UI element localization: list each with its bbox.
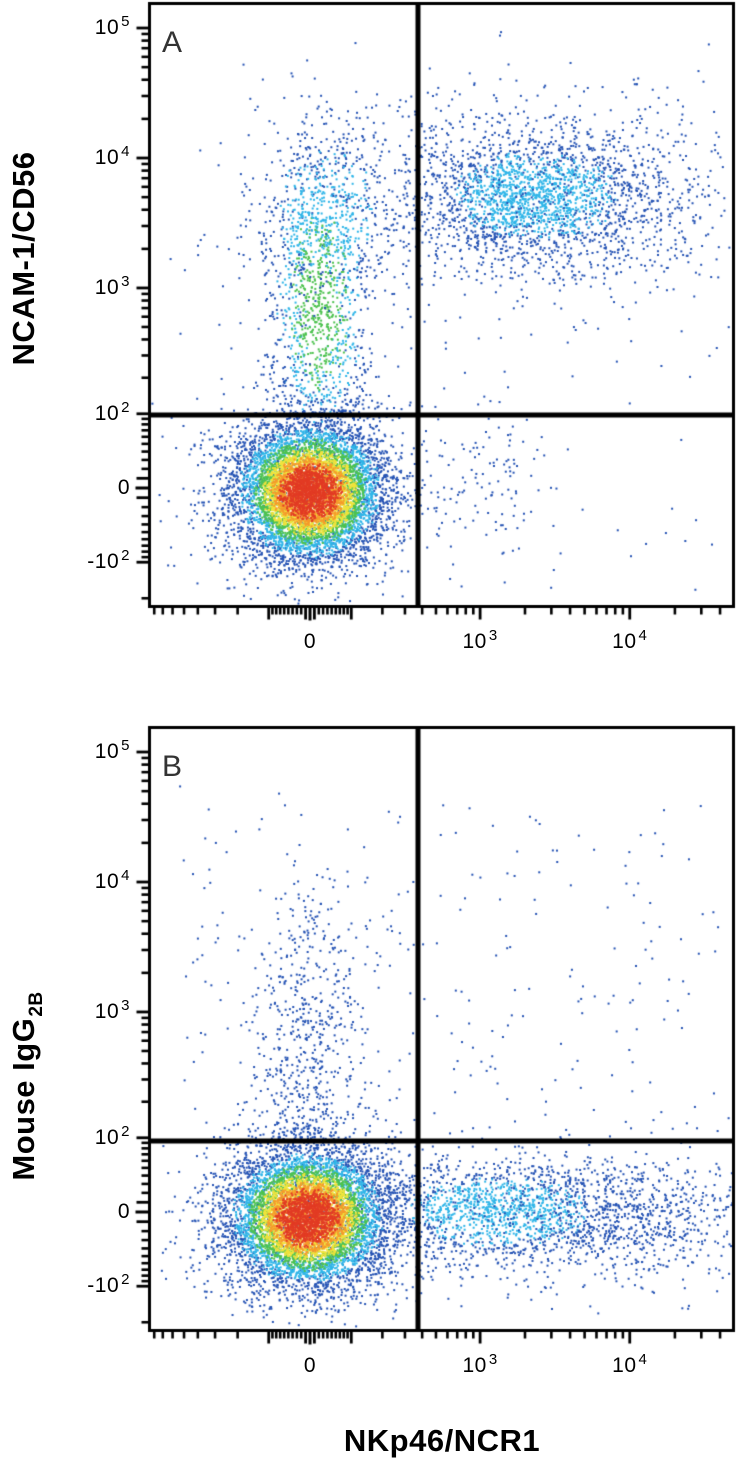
panel-a: 10 5 10 4 10 3 10 2 0 -10 2 0 10 3 10 4 NCAM-1/CD56 A [0, 0, 737, 700]
panel-a-label: A [162, 26, 183, 59]
panel-b-y-axis-title-subscript: 2B [26, 991, 47, 1017]
panel-b-y-axis-title-text: Mouse IgG [6, 1017, 41, 1181]
panel-b-y-axis-title: Mouse IgG2B [6, 991, 47, 1181]
panel-a-y-axis-title-text: NCAM-1/CD56 [6, 151, 41, 366]
panel-b-plot-canvas [0, 724, 737, 1471]
panel-a-plot-canvas [0, 0, 737, 700]
panel-a-y-axis-title: NCAM-1/CD56 [6, 151, 42, 366]
x-axis-title: NKp46/NCR1 [343, 1423, 541, 1458]
panel-b: 10 5 10 4 10 3 10 2 0 -10 2 0 10 3 10 4 Mouse IgG2B B [0, 724, 737, 1471]
panel-b-label: B [162, 750, 183, 783]
